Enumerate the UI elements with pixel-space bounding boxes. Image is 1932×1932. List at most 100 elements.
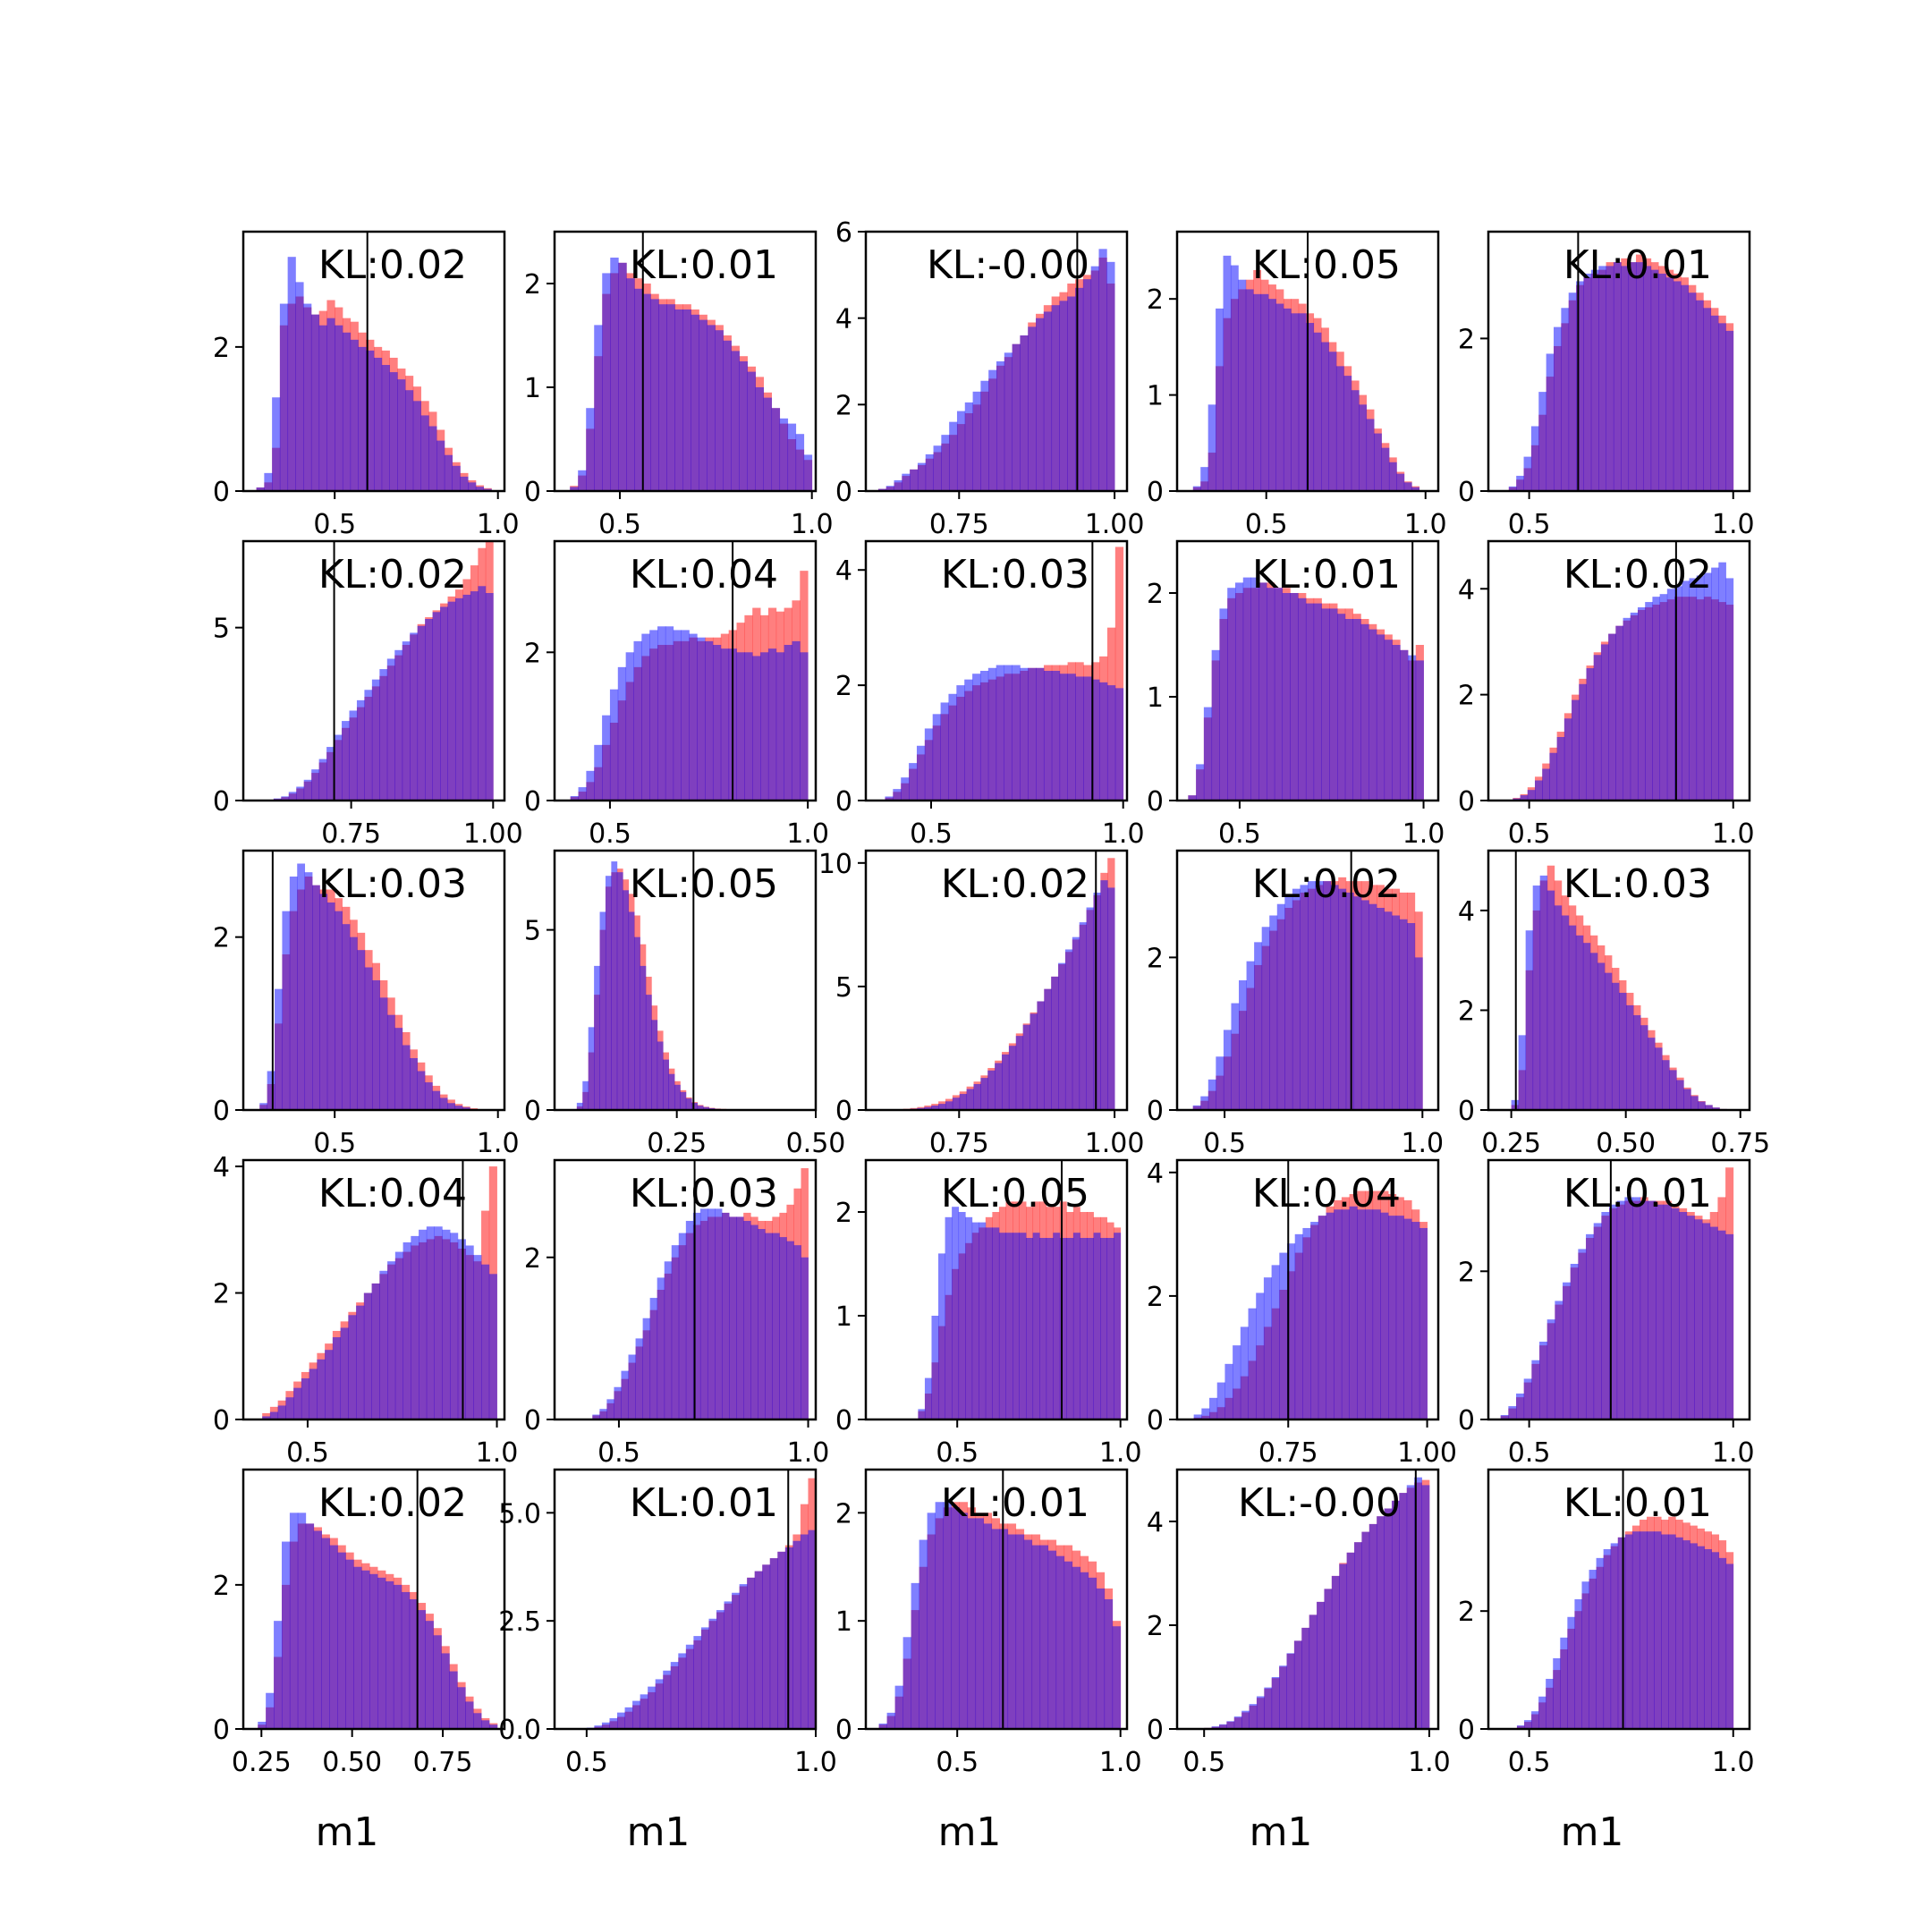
hist-bar-blue bbox=[1354, 1542, 1362, 1729]
hist-bar-blue bbox=[1086, 1238, 1094, 1419]
x-tick-label: 1.0 bbox=[794, 1747, 837, 1778]
hist-bar-blue bbox=[1360, 900, 1369, 1110]
hist-bar-blue bbox=[1581, 1581, 1589, 1729]
hist-bar-blue bbox=[1400, 649, 1409, 801]
hist-bar-blue bbox=[992, 1227, 1000, 1419]
hist-bar-blue bbox=[1305, 603, 1315, 801]
hist-bar-blue bbox=[972, 391, 981, 491]
axes-frame bbox=[553, 1158, 818, 1421]
hist-bar-blue bbox=[1234, 582, 1244, 801]
hist-bar-blue bbox=[457, 1239, 466, 1419]
hist-bar-blue bbox=[645, 995, 652, 1110]
y-tick-label: 10 bbox=[818, 849, 852, 880]
hist-bar-blue bbox=[1284, 896, 1293, 1110]
hist-bar-blue bbox=[641, 633, 650, 801]
hist-bar-blue bbox=[801, 1257, 809, 1419]
axes-frame bbox=[242, 230, 506, 493]
kl-annotation: KL:0.03 bbox=[318, 861, 467, 907]
hist-bar-blue bbox=[337, 1552, 346, 1729]
hist-bar-blue bbox=[938, 1104, 946, 1110]
hist-bar-blue bbox=[769, 1558, 778, 1729]
hist-bar-blue bbox=[1352, 619, 1361, 801]
hist-bar-blue bbox=[1681, 284, 1689, 491]
y-tick-label: 2 bbox=[835, 390, 852, 421]
hist-bar-blue bbox=[642, 293, 651, 491]
hist-bar-blue bbox=[902, 1637, 912, 1729]
hist-bar-blue bbox=[1531, 1360, 1540, 1419]
hist-bar-blue bbox=[1527, 790, 1536, 801]
hist-bar-blue bbox=[697, 637, 706, 801]
hist-bar-blue bbox=[1542, 768, 1550, 801]
hist-bar-blue bbox=[473, 1713, 482, 1729]
hist-bar-blue bbox=[1114, 1233, 1122, 1419]
hist-bar-blue bbox=[1256, 1292, 1265, 1419]
hist-bar-blue bbox=[952, 1097, 961, 1110]
hist-bar-blue bbox=[1321, 342, 1329, 491]
hist-bar-blue bbox=[304, 872, 313, 1110]
hist-bar-blue bbox=[1343, 376, 1352, 491]
hist-bar-blue bbox=[1532, 886, 1541, 1110]
hist-bar-blue bbox=[792, 640, 801, 801]
x-tick-label: 0.5 bbox=[1508, 1437, 1551, 1469]
hist-bar-blue bbox=[1100, 880, 1108, 1110]
hist-bar-blue bbox=[655, 1679, 664, 1729]
hist-bar-blue bbox=[1005, 1233, 1013, 1419]
y-tick-label: 0 bbox=[835, 1715, 852, 1746]
hist-bar-blue bbox=[1002, 1054, 1010, 1110]
hist-bar-blue bbox=[1357, 1209, 1366, 1419]
hist-bar-blue bbox=[475, 487, 485, 491]
y-tick-label: 0 bbox=[1458, 1096, 1475, 1127]
y-tick-label: 0 bbox=[213, 477, 230, 508]
y-tick-label: 0 bbox=[1458, 1405, 1475, 1436]
x-axis-label: m1 bbox=[1250, 1809, 1313, 1855]
hist-bar-blue bbox=[1013, 1233, 1020, 1419]
hist-bar-blue bbox=[1628, 262, 1637, 491]
hist-bar-blue bbox=[379, 669, 388, 801]
axes-frame bbox=[864, 849, 1129, 1112]
hist-bar-blue bbox=[1567, 1616, 1575, 1729]
hist-bar-blue bbox=[1661, 1534, 1669, 1729]
hist-bar-blue bbox=[1392, 645, 1401, 801]
hist-bar-blue bbox=[285, 1397, 294, 1419]
panel-12: 0.25 0.50 0 5 KL:0.05 bbox=[524, 849, 845, 1159]
hist-bar-blue bbox=[335, 911, 343, 1110]
hist-bar-blue bbox=[1621, 266, 1630, 491]
hist-bar-blue bbox=[264, 472, 273, 491]
x-tick-label: 1.0 bbox=[1712, 1437, 1755, 1469]
kl-annotation: KL:0.04 bbox=[318, 1171, 467, 1216]
hist-bar-blue bbox=[1059, 301, 1068, 491]
x-tick-label: 0.5 bbox=[1508, 509, 1551, 540]
hist-bar-blue bbox=[602, 715, 611, 801]
hist-bar-blue bbox=[1279, 1252, 1288, 1419]
hist-bar-blue bbox=[1224, 1363, 1233, 1419]
hist-bar-blue bbox=[657, 626, 666, 801]
hist-bar-blue bbox=[1298, 597, 1307, 801]
kl-annotation: KL:0.01 bbox=[1563, 1480, 1712, 1526]
x-tick-label: 1.0 bbox=[1408, 1747, 1451, 1778]
hist-bar-blue bbox=[1598, 266, 1606, 491]
hist-bar-blue bbox=[1500, 1415, 1509, 1419]
hist-bar-blue bbox=[1098, 249, 1107, 491]
hist-bar-blue bbox=[1376, 907, 1385, 1110]
hist-bar-blue bbox=[353, 1566, 362, 1729]
hist-bar-blue bbox=[1072, 1233, 1080, 1419]
hist-bar-blue bbox=[450, 1233, 459, 1419]
x-tick-label: 0.25 bbox=[647, 1128, 707, 1159]
hist-bar-blue bbox=[657, 1277, 665, 1419]
kl-annotation: KL:-0.00 bbox=[927, 242, 1089, 288]
axes-frame bbox=[1487, 849, 1751, 1112]
hist-bar-blue bbox=[1188, 795, 1197, 801]
hist-bar-blue bbox=[700, 1627, 709, 1729]
kl-annotation: KL:0.02 bbox=[318, 242, 467, 288]
hist-bar-blue bbox=[374, 357, 383, 491]
hist-bar-blue bbox=[1028, 326, 1037, 491]
hist-bar-blue bbox=[1227, 588, 1236, 801]
hist-bar-blue bbox=[288, 792, 297, 801]
hist-bar-blue bbox=[1254, 942, 1263, 1110]
hist-bar-blue bbox=[1308, 881, 1316, 1110]
hist-bar-blue bbox=[1674, 586, 1682, 801]
hist-bar-blue bbox=[707, 1208, 716, 1419]
hist-bar-blue bbox=[1004, 665, 1013, 801]
hist-bar-blue bbox=[599, 1409, 607, 1419]
hist-bar-blue bbox=[1575, 935, 1584, 1110]
